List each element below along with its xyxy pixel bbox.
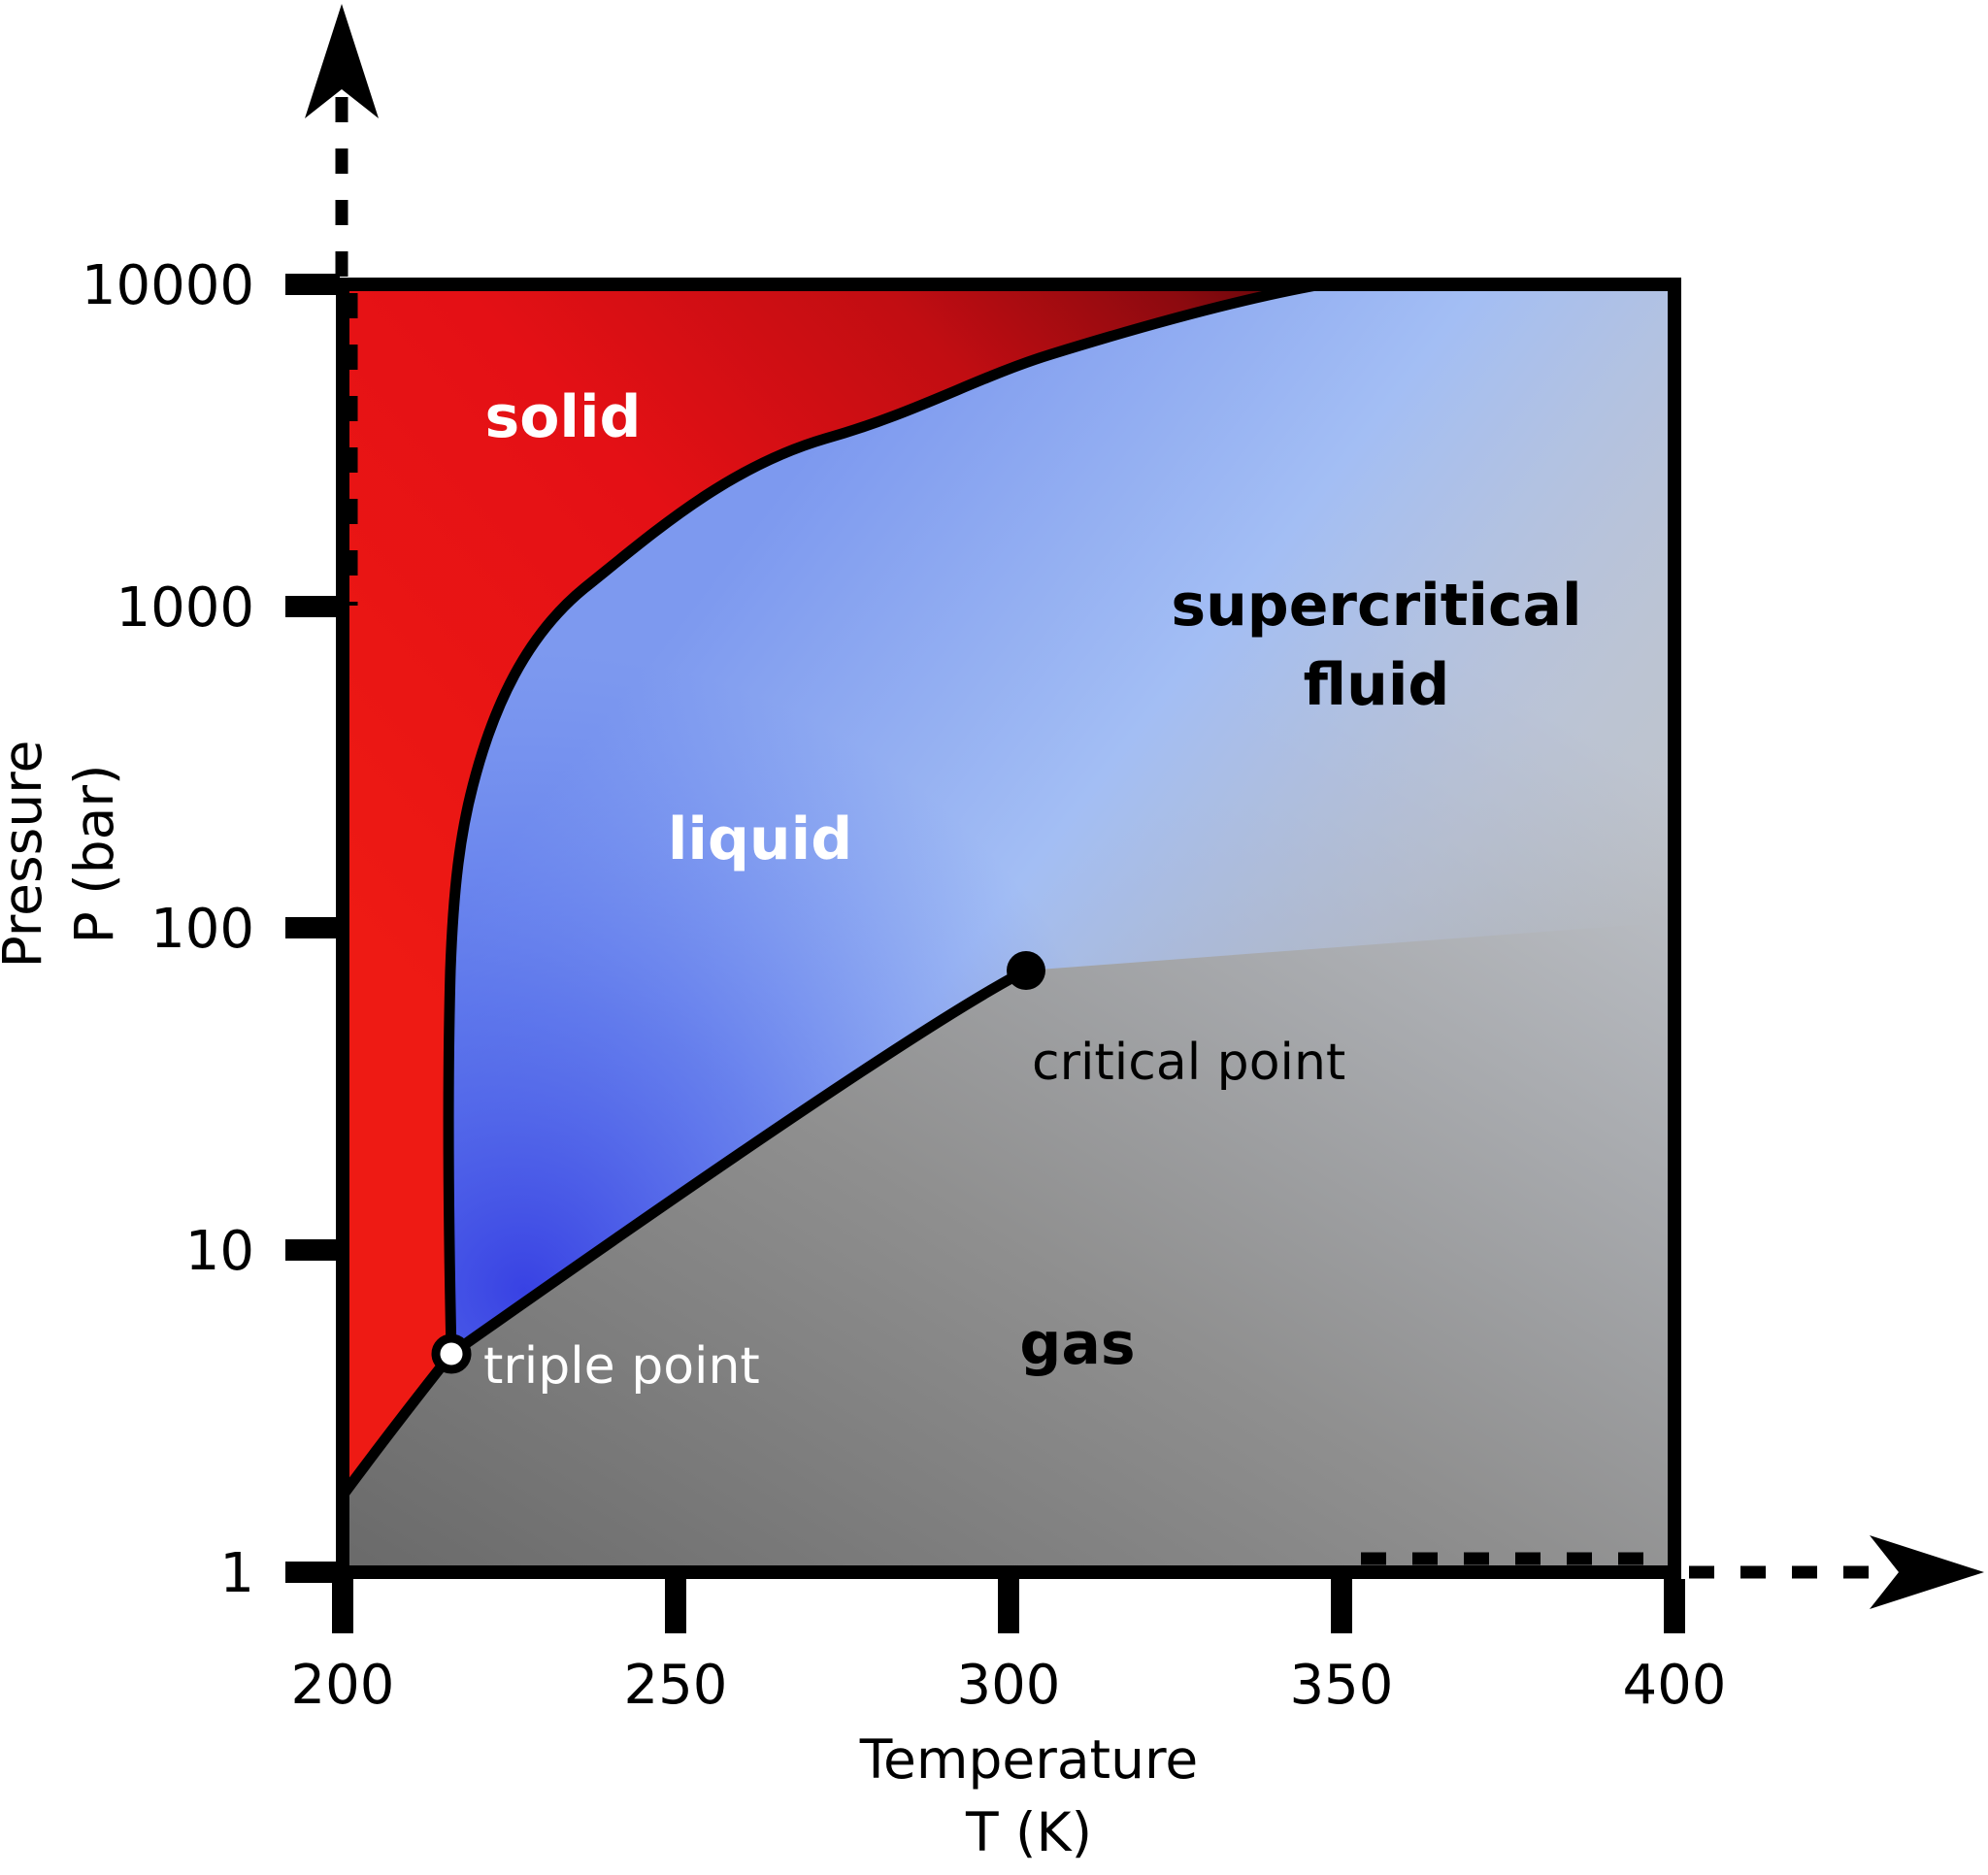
supercritical-region-label-line1: supercritical	[1171, 572, 1581, 640]
y-tick-10000	[285, 274, 340, 295]
y-tick-1000	[285, 596, 340, 617]
x-tick-250	[665, 1579, 686, 1633]
up-arrow-icon	[305, 4, 379, 118]
sublimation-line	[338, 1350, 456, 1499]
y-tick-1	[285, 1562, 340, 1583]
vaporization-line	[447, 966, 1029, 1359]
y-tick-label-1: 1	[219, 1542, 254, 1605]
triple-point-marker	[431, 1333, 472, 1374]
right-arrow-icon	[1870, 1535, 1984, 1609]
x-tick-label-400: 400	[1623, 1654, 1727, 1717]
x-tick-label-250: 250	[624, 1654, 728, 1717]
y-axis-title-line1: Pressure	[0, 740, 53, 969]
x-tick-400	[1664, 1579, 1685, 1633]
y-tick-100	[285, 917, 340, 938]
melting-line	[443, 279, 1323, 1355]
x-tick-200	[332, 1579, 353, 1633]
x-tick-300	[998, 1579, 1019, 1633]
y-tick-label-100: 100	[150, 898, 254, 961]
x-tick-label-300: 300	[957, 1654, 1061, 1717]
y-tick-label-10: 10	[185, 1220, 254, 1283]
x-tick-label-200: 200	[291, 1654, 395, 1717]
y-tick-10	[285, 1239, 340, 1261]
liquid-region-label: liquid	[668, 806, 852, 873]
y-tick-label-1000: 1000	[116, 576, 254, 640]
top-spine	[336, 278, 1681, 291]
x-axis-title-line1: Temperature	[859, 1728, 1198, 1791]
y-axis-title-line2: P (bar)	[63, 765, 125, 944]
supercritical-region-label-line2: fluid	[1304, 651, 1450, 719]
region-solid-fill	[343, 284, 1322, 1496]
x-tick-label-350: 350	[1290, 1654, 1394, 1717]
triple-point-label: triple point	[483, 1337, 760, 1396]
bottom-spine	[336, 1565, 1681, 1579]
gas-region-label: gas	[1019, 1310, 1135, 1378]
solid-region-label: solid	[484, 383, 641, 451]
right-spine	[1668, 278, 1681, 1579]
y-tick-label-10000: 10000	[82, 254, 254, 317]
x-axis-title-line2: T (K)	[965, 1801, 1092, 1863]
critical-point-marker	[1007, 951, 1045, 990]
critical-point-label: critical point	[1032, 1034, 1345, 1092]
x-tick-350	[1331, 1579, 1352, 1633]
